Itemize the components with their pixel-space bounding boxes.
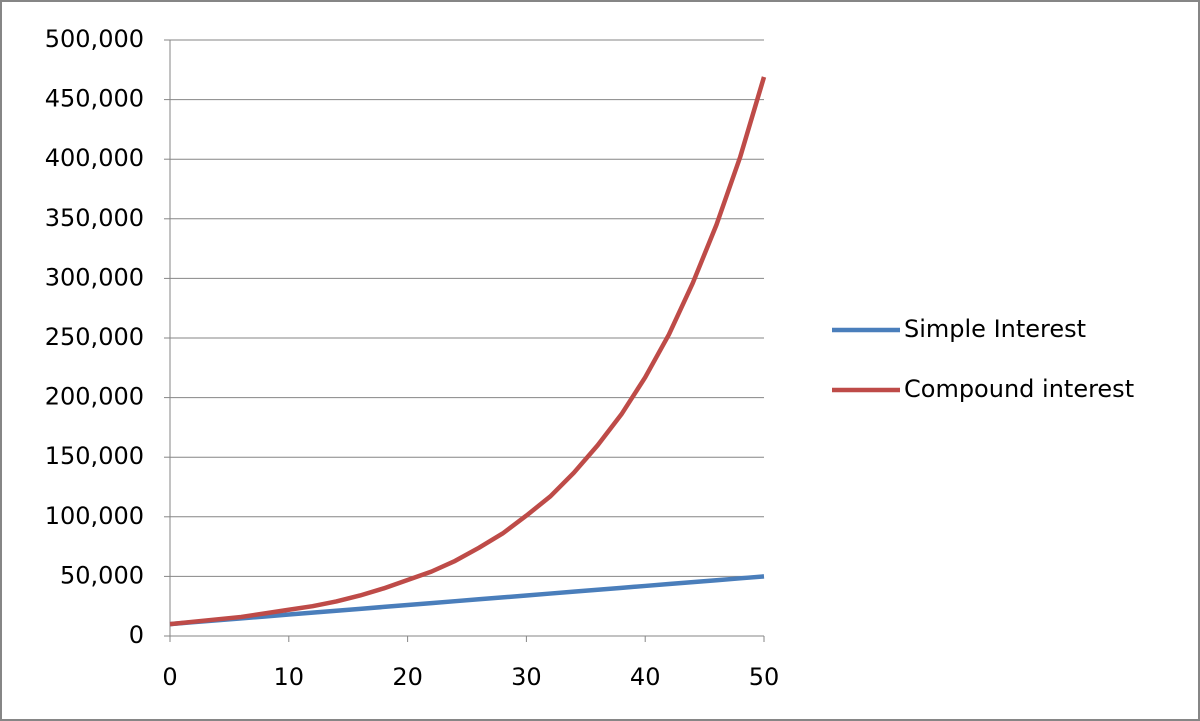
- y-tick-label: 200,000: [45, 383, 144, 411]
- y-tick-label: 50,000: [60, 561, 144, 589]
- legend-label: Simple Interest: [904, 315, 1086, 343]
- x-tick-label: 10: [274, 663, 305, 691]
- x-tick-label: 0: [162, 663, 177, 691]
- y-tick-label: 400,000: [45, 144, 144, 172]
- y-tick-label: 500,000: [45, 25, 144, 53]
- x-tick-label: 20: [392, 663, 423, 691]
- series-line: [169, 574, 765, 627]
- x-tick-label: 30: [511, 663, 542, 691]
- legend-label: Compound interest: [904, 375, 1134, 403]
- y-tick-label: 450,000: [45, 85, 144, 113]
- x-tick-label: 40: [630, 663, 661, 691]
- y-tick-label: 250,000: [45, 323, 144, 351]
- y-tick-label: 100,000: [45, 502, 144, 530]
- y-tick-label: 350,000: [45, 204, 144, 232]
- x-tick-label: 50: [749, 663, 780, 691]
- series-line: [169, 76, 767, 627]
- y-tick-label: 150,000: [45, 442, 144, 470]
- y-tick-label: 300,000: [45, 263, 144, 291]
- y-tick-label: 0: [129, 621, 144, 649]
